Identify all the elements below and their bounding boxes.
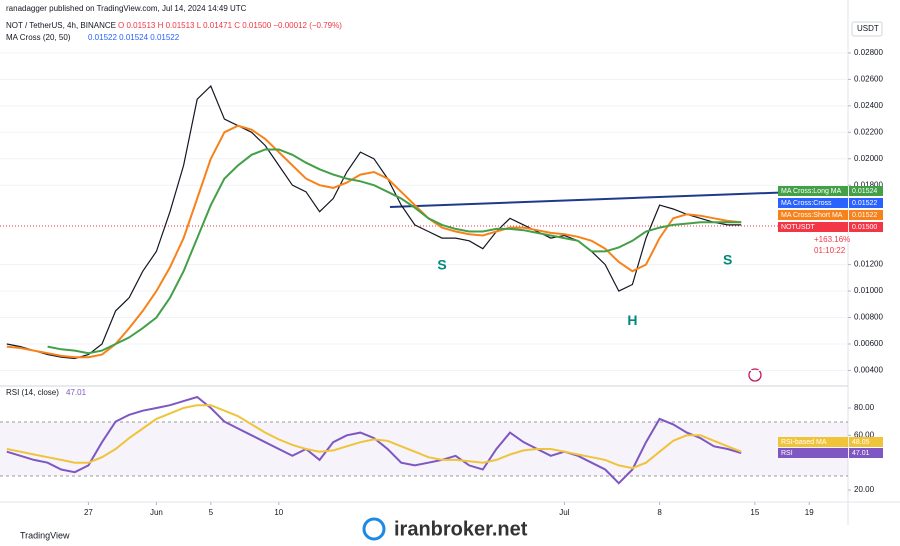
y-tick-label: 20.00 (854, 485, 875, 494)
published: ranadagger published on TradingView.com,… (6, 4, 247, 13)
tag-value-box (849, 222, 883, 232)
y-tick-label: 0.02800 (854, 48, 883, 57)
y-tick-label: 80.00 (854, 403, 875, 412)
tag-name: RSI (781, 450, 793, 457)
y-tick-label: 0.00600 (854, 339, 883, 348)
tag-name: MA Cross:Long MA (781, 188, 842, 195)
x-tick-label: 27 (84, 508, 93, 517)
x-tick-label: 8 (657, 508, 662, 517)
series-line (6, 124, 742, 359)
tag-value: 0.01500 (852, 224, 877, 231)
tag-name: RSI-based MA (781, 439, 827, 446)
tag-name: MA Cross:Short MA (781, 212, 843, 219)
x-tick-label: 19 (805, 508, 814, 517)
x-tick-label: Jun (150, 508, 163, 517)
tag-name-box (778, 437, 848, 447)
tag-value-box (849, 186, 883, 196)
ma-legend: MA Cross (20, 50) (6, 33, 71, 42)
x-tick-label: Jul (559, 508, 569, 517)
rsi-band (0, 422, 848, 476)
tag-name-box (778, 210, 848, 220)
currency-box[interactable] (851, 21, 883, 37)
y-tick-label: 0.01000 (854, 286, 883, 295)
watermark-logo (362, 517, 386, 541)
price-change: +163.16% (814, 235, 850, 244)
x-tick-label: 5 (209, 508, 214, 517)
y-tick-label: 0.01200 (854, 260, 883, 269)
tag-value-box (849, 198, 883, 208)
footer: TradingView (20, 530, 70, 540)
y-tick-label: 0.00400 (854, 366, 883, 375)
x-tick-label: 10 (274, 508, 283, 517)
y-tick-label: 0.01800 (854, 180, 883, 189)
series-line (6, 404, 742, 470)
series-line (47, 148, 742, 355)
x-tick-label: 15 (750, 508, 759, 517)
neckline (389, 189, 849, 208)
y-tick-label: 0.02200 (854, 127, 883, 136)
tag-value: 0.01524 (852, 188, 877, 195)
rsi-legend: RSI (14, close) (6, 388, 59, 397)
series-line (6, 84, 742, 360)
tag-name: MA Cross:Cross (781, 200, 832, 207)
tag-value: 48.05 (852, 439, 870, 446)
y-tick-label: 0.02400 (854, 101, 883, 110)
annotation: H (627, 312, 637, 328)
ma-values: 0.01522 0.01524 0.01522 (88, 33, 180, 42)
tag-value: 0.01522 (852, 212, 877, 219)
countdown: 01:10:22 (814, 246, 846, 255)
tag-value-box (849, 437, 883, 447)
y-tick-label: 0.02600 (854, 74, 883, 83)
tag-name-box (778, 198, 848, 208)
watermark: iranbroker.net (394, 518, 528, 540)
currency[interactable]: USDT (857, 24, 879, 33)
symbol: NOT / TetherUS, 4h, BINANCE (6, 21, 116, 30)
footer-bg (0, 525, 900, 546)
y-tick-label: 60.00 (854, 430, 875, 439)
annotation: S (437, 257, 446, 273)
alert-icon[interactable] (748, 368, 762, 382)
rsi-value: 47.01 (66, 388, 87, 397)
tag-name-box (778, 186, 848, 196)
ohlc: O 0.01513 H 0.01513 L 0.01471 C 0.01500 … (118, 21, 342, 30)
tag-value: 0.01522 (852, 200, 877, 207)
y-tick-label: 0.02000 (854, 154, 883, 163)
y-tick-label: 0.00800 (854, 313, 883, 322)
tag-value: 47.01 (852, 450, 870, 457)
annotation: S (723, 251, 732, 267)
tag-value-box (849, 210, 883, 220)
tag-name: NOTUSDT (781, 224, 816, 231)
tag-name-box (778, 222, 848, 232)
tag-value-box (849, 448, 883, 458)
series-line (6, 395, 742, 485)
tag-name-box (778, 448, 848, 458)
